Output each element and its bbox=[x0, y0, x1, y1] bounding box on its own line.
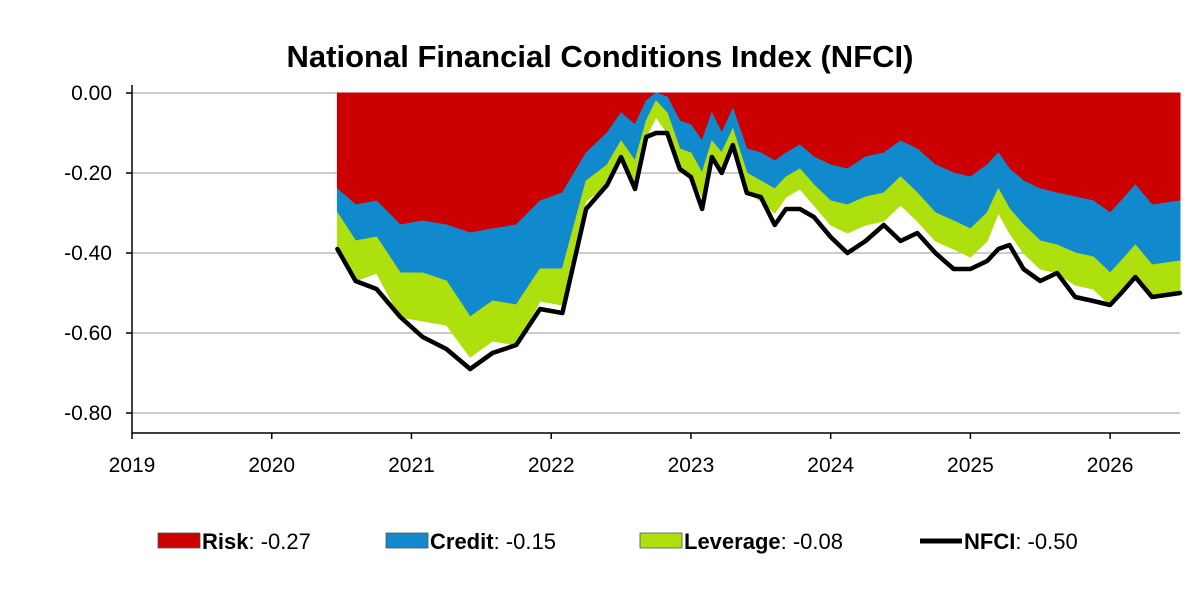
tick-labels: 0.00 -0.20 -0.40 -0.60 -0.80 2019 2020 2021 2022… bbox=[64, 82, 1133, 477]
legend-name-nfci: NFCI bbox=[964, 529, 1015, 554]
legend-item-nfci: NFCI: -0.50 bbox=[920, 529, 1078, 554]
legend-label-credit: Credit: -0.15 bbox=[430, 529, 556, 554]
x-tick-label-6: 2025 bbox=[947, 454, 994, 477]
legend-value-credit: : -0.15 bbox=[494, 529, 556, 554]
legend-swatch-leverage bbox=[639, 532, 683, 549]
x-tick-label-7: 2026 bbox=[1087, 454, 1134, 477]
x-tick-label-3: 2022 bbox=[528, 454, 575, 477]
y-tick-label-1: -0.20 bbox=[64, 162, 112, 185]
nfci-line bbox=[335, 130, 1183, 372]
x-tick-label-0: 2019 bbox=[109, 454, 156, 477]
legend: Risk: -0.27 Credit: -0.15 Leverage: -0.08 N… bbox=[157, 529, 1078, 554]
axes bbox=[126, 85, 1180, 439]
y-tick-label-2: -0.40 bbox=[64, 242, 112, 265]
legend-value-nfci: : -0.50 bbox=[1015, 529, 1077, 554]
legend-label-risk: Risk: -0.27 bbox=[202, 529, 311, 554]
x-tick-label-4: 2023 bbox=[668, 454, 715, 477]
legend-name-risk: Risk bbox=[202, 529, 249, 554]
x-tick-label-1: 2020 bbox=[248, 454, 295, 477]
legend-item-credit: Credit: -0.15 bbox=[385, 529, 556, 554]
stacked-areas bbox=[335, 92, 1183, 372]
legend-item-leverage: Leverage: -0.08 bbox=[639, 529, 843, 554]
y-tick-label-0: 0.00 bbox=[71, 82, 112, 105]
legend-swatch-risk bbox=[157, 532, 201, 549]
chart-title: National Financial Conditions Index (NFC… bbox=[287, 39, 914, 74]
legend-item-risk: Risk: -0.27 bbox=[157, 529, 311, 554]
legend-label-nfci: NFCI: -0.50 bbox=[964, 529, 1078, 554]
x-tick-label-2: 2021 bbox=[388, 454, 435, 477]
y-tick-label-3: -0.60 bbox=[64, 322, 112, 345]
legend-name-credit: Credit bbox=[430, 529, 494, 554]
legend-value-leverage: : -0.08 bbox=[781, 529, 843, 554]
legend-swatch-credit bbox=[385, 532, 429, 549]
x-tick-label-5: 2024 bbox=[807, 454, 854, 477]
legend-value-risk: : -0.27 bbox=[248, 529, 310, 554]
legend-name-leverage: Leverage bbox=[684, 529, 781, 554]
y-tick-label-4: -0.80 bbox=[64, 402, 112, 425]
legend-label-leverage: Leverage: -0.08 bbox=[684, 529, 843, 554]
